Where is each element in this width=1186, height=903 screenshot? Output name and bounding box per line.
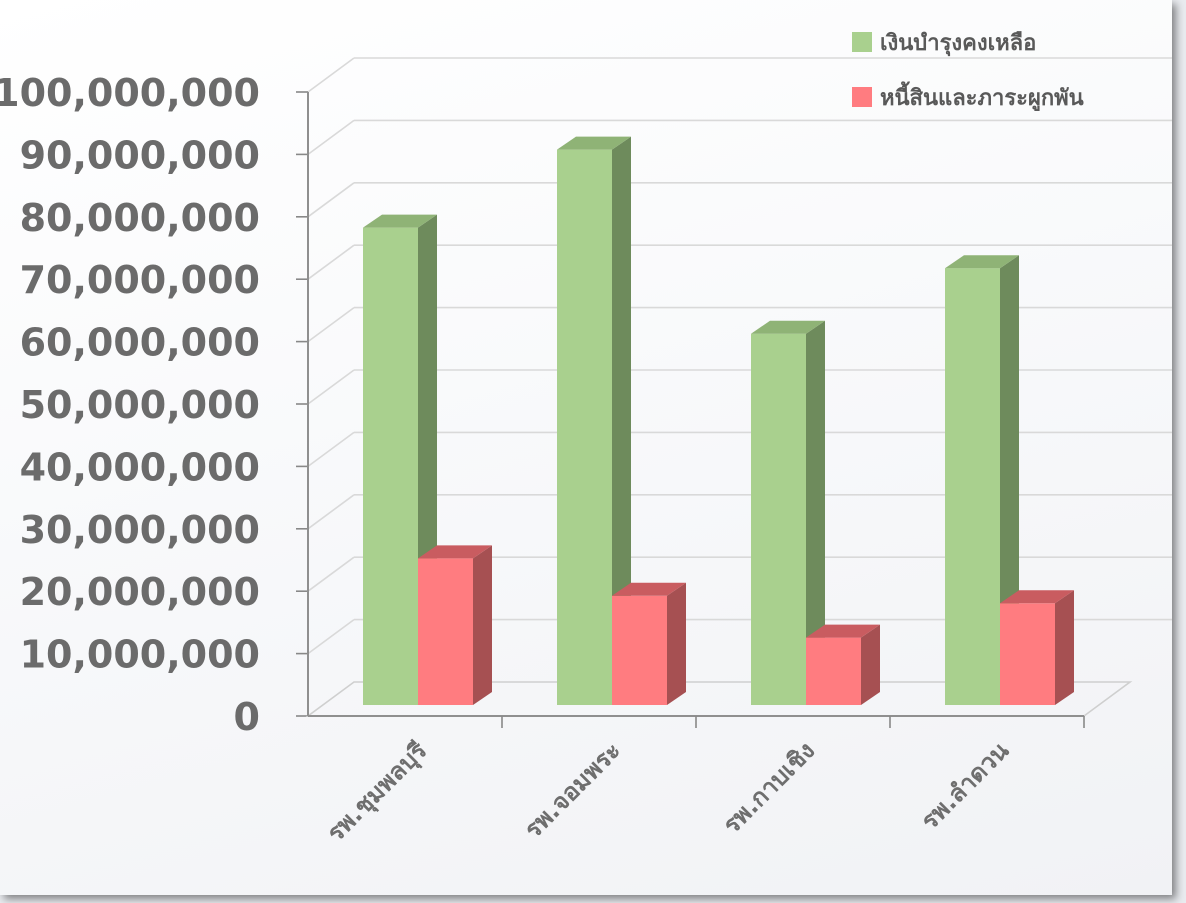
bar	[418, 545, 492, 705]
y-tick-labels: 0 10,000,000 20,000,000 30,000,000 40,000,00…	[0, 71, 260, 739]
bar-side	[806, 320, 825, 705]
gridline-side	[307, 182, 355, 218]
category-labels: รพ.ชุมพลบุรี รพ.จอมพระ รพ.กาบเชิง รพ.ลำดวน	[322, 736, 1015, 849]
bar-front	[612, 595, 667, 705]
gridline-side	[307, 57, 355, 93]
y-tick-label: 60,000,000	[20, 321, 260, 365]
y-tick-label: 10,000,000	[20, 633, 260, 677]
axes	[296, 91, 1133, 728]
bars	[363, 136, 1074, 705]
bar-top	[418, 545, 492, 559]
gridline-side	[307, 556, 355, 592]
y-tick-label: 20,000,000	[20, 570, 260, 614]
bar-top	[363, 214, 437, 228]
bar-front	[751, 333, 806, 705]
legend-label-series-2: หนี้สินและภาระผูกพัน	[880, 81, 1084, 112]
bar-top	[612, 582, 686, 596]
bar	[945, 255, 1019, 705]
bar-front	[557, 149, 612, 705]
bar-side	[1055, 590, 1074, 705]
bar-front	[418, 558, 473, 705]
legend-swatch-series-2	[852, 87, 872, 107]
bar-top	[1000, 590, 1074, 604]
gridline-side	[307, 431, 355, 468]
legend-label-series-1: เงินบำรุงคงเหลือ	[880, 31, 1036, 57]
legend: เงินบำรุงคงเหลือ หนี้สินและภาระผูกพัน	[852, 31, 1084, 112]
bar-front	[945, 268, 1000, 705]
gridline-side	[307, 244, 355, 280]
gridline-side	[307, 306, 355, 343]
bar-top	[751, 320, 825, 334]
bar-side	[1000, 255, 1019, 705]
y-tick-label: 70,000,000	[20, 258, 260, 302]
y-tick-label: 80,000,000	[20, 196, 260, 240]
gridline-side	[307, 494, 355, 530]
category-label: รพ.ลำดวน	[916, 736, 1015, 835]
y-tick-label: 40,000,000	[20, 445, 260, 489]
bar-side	[473, 545, 492, 705]
bar	[806, 624, 880, 705]
bar-side	[667, 582, 686, 705]
y-tick-label: 50,000,000	[20, 383, 260, 427]
bar-top	[945, 255, 1019, 269]
bar-front	[806, 637, 861, 705]
bar-top	[557, 136, 631, 150]
y-tick-label: 0	[234, 695, 260, 739]
category-label: รพ.กาบเชิง	[718, 736, 821, 839]
category-label: รพ.ชุมพลบุรี	[322, 736, 434, 848]
gridline-side	[307, 119, 355, 156]
bar-side	[861, 624, 880, 705]
bar-front	[1000, 603, 1055, 705]
bar-front	[363, 227, 418, 705]
bar-top	[806, 624, 880, 638]
bar	[751, 320, 825, 705]
y-tick-label: 30,000,000	[20, 508, 260, 552]
bar	[557, 136, 631, 705]
y-tick-label: 100,000,000	[0, 71, 260, 115]
gridline-side	[307, 369, 355, 405]
legend-swatch-series-1	[852, 32, 872, 52]
chart-frame: 0 10,000,000 20,000,000 30,000,000 40,000,00…	[0, 0, 1172, 895]
bar-side	[612, 136, 631, 705]
bar	[1000, 590, 1074, 705]
chart-3d-column: 0 10,000,000 20,000,000 30,000,000 40,000,00…	[0, 31, 1172, 849]
category-label: รพ.จอมพระ	[519, 736, 626, 843]
gridline-side	[307, 618, 355, 655]
y-tick-label: 90,000,000	[20, 133, 260, 177]
bar	[612, 582, 686, 705]
